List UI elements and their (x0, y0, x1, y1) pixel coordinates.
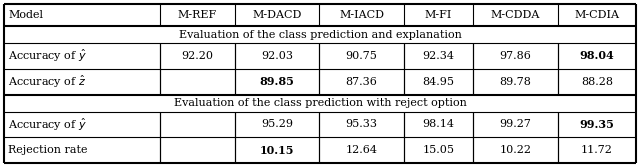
Text: Rejection rate: Rejection rate (8, 145, 88, 155)
Text: 84.95: 84.95 (422, 77, 454, 87)
Text: 87.36: 87.36 (346, 77, 378, 87)
Text: 92.20: 92.20 (182, 51, 214, 61)
Text: 11.72: 11.72 (581, 145, 613, 155)
Text: 15.05: 15.05 (422, 145, 454, 155)
Text: 99.27: 99.27 (500, 119, 531, 129)
Text: M-CDDA: M-CDDA (491, 10, 540, 20)
Text: 95.29: 95.29 (261, 119, 293, 129)
Text: 12.64: 12.64 (346, 145, 378, 155)
Text: M-DACD: M-DACD (252, 10, 301, 20)
Text: 97.86: 97.86 (500, 51, 531, 61)
Text: M-REF: M-REF (178, 10, 217, 20)
Text: 99.35: 99.35 (579, 119, 614, 130)
Text: Accuracy of $\hat{z}$: Accuracy of $\hat{z}$ (8, 73, 86, 90)
Text: 10.22: 10.22 (500, 145, 532, 155)
Text: 88.28: 88.28 (581, 77, 613, 87)
Text: Accuracy of $\hat{y}$: Accuracy of $\hat{y}$ (8, 48, 87, 64)
Text: 92.03: 92.03 (261, 51, 293, 61)
Text: 89.85: 89.85 (259, 76, 294, 87)
Text: Evaluation of the class prediction and explanation: Evaluation of the class prediction and e… (179, 30, 461, 40)
Text: 89.78: 89.78 (500, 77, 531, 87)
Text: Model: Model (8, 10, 43, 20)
Text: M-IACD: M-IACD (339, 10, 384, 20)
Text: M-CDIA: M-CDIA (574, 10, 620, 20)
Text: M-FI: M-FI (425, 10, 452, 20)
Text: 10.15: 10.15 (260, 145, 294, 156)
Text: 98.14: 98.14 (422, 119, 454, 129)
Text: Accuracy of $\hat{y}$: Accuracy of $\hat{y}$ (8, 116, 87, 133)
Text: Evaluation of the class prediction with reject option: Evaluation of the class prediction with … (173, 98, 467, 108)
Text: 95.33: 95.33 (346, 119, 378, 129)
Text: 90.75: 90.75 (346, 51, 378, 61)
Text: 92.34: 92.34 (422, 51, 454, 61)
Text: 98.04: 98.04 (580, 50, 614, 61)
